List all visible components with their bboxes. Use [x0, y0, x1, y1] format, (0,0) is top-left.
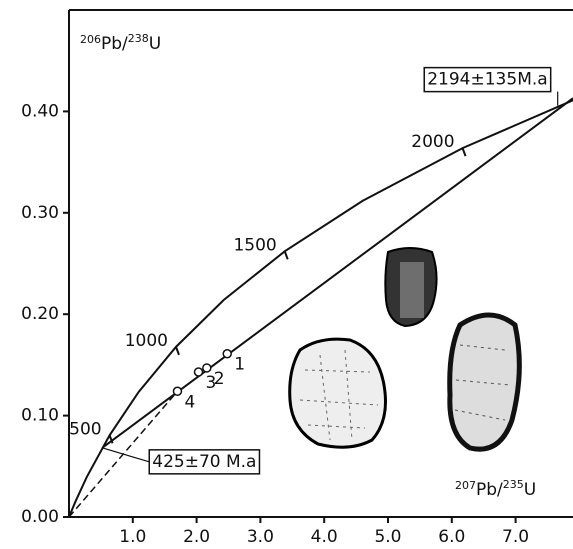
y-tick-label: 0.20: [21, 304, 59, 324]
crystal: [384, 247, 438, 328]
point-label: 3: [206, 373, 217, 393]
concordia: [68, 99, 573, 518]
y-tick-label: 0.30: [21, 203, 59, 223]
age-tick: [108, 434, 114, 444]
y-axis-label: 206Pb/238U: [80, 32, 161, 54]
age-tick: [283, 250, 289, 260]
annotation: 425±70 M.a: [152, 452, 256, 472]
crystal-detail: [454, 344, 511, 421]
label-part: 235: [503, 478, 524, 491]
label-part: 238: [128, 32, 149, 45]
y-tick-label: 0.00: [21, 507, 59, 527]
point-label: 1: [234, 355, 245, 375]
age-label: 500: [69, 419, 101, 439]
x-tick-label: 6.0: [438, 527, 465, 547]
data-point: [193, 367, 204, 377]
x-tick-label: 1.0: [119, 527, 146, 547]
y-tick-label: 0.10: [21, 406, 59, 426]
x-tick-label: 3.0: [247, 527, 274, 547]
label-part: Pb/: [476, 480, 503, 500]
age-tick: [175, 346, 180, 356]
annotation-box: [423, 66, 552, 93]
point-label: 2: [214, 369, 225, 389]
crystal-detail: [400, 262, 424, 318]
data-point: [202, 363, 212, 373]
y-tick-label: 0.40: [21, 101, 59, 121]
label-part: 206: [80, 33, 101, 46]
point-label: 4: [184, 392, 195, 412]
x-axis-label: 207Pb/235U: [455, 478, 536, 500]
crystal: [288, 337, 387, 449]
x-tick-label: 7.0: [502, 527, 529, 547]
age-label: 1500: [233, 235, 276, 255]
x-tick-label: 2.0: [183, 527, 210, 547]
data-point: [222, 348, 232, 359]
label-part: U: [149, 34, 161, 54]
crystal-detail: [299, 349, 379, 441]
x-tick-label: 5.0: [374, 527, 401, 547]
age-label: 2000: [411, 132, 454, 152]
annotation: 2194±135M.a: [427, 70, 547, 90]
label-part: 207: [455, 479, 476, 492]
label-part: U: [524, 480, 536, 500]
label-part: Pb/: [101, 34, 128, 54]
age-tick: [461, 147, 467, 157]
crystals: [288, 247, 522, 452]
data-point: [172, 386, 183, 397]
x-tick-label: 4.0: [311, 527, 338, 547]
annotation-leader: [102, 447, 150, 463]
crystal: [447, 312, 522, 452]
age-label: 1000: [125, 331, 168, 351]
